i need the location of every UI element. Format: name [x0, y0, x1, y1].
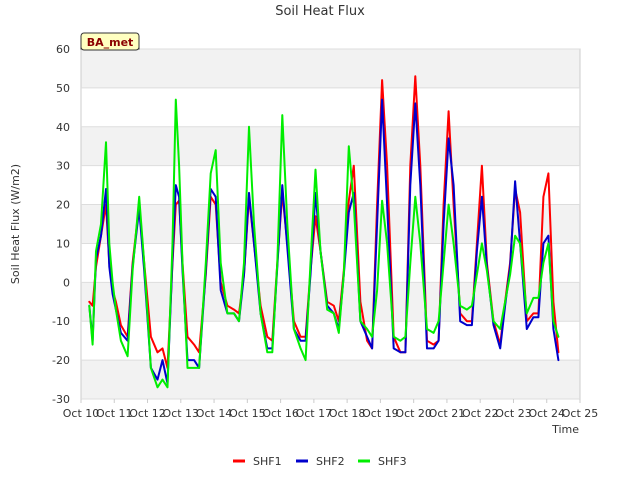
chart-title: Soil Heat Flux — [275, 4, 365, 19]
legend-label-shf2: SHF2 — [316, 455, 345, 468]
x-tick-label: Oct 13 — [163, 407, 200, 420]
series-lines — [88, 75, 560, 389]
x-tick-label: Oct 24 — [528, 407, 565, 420]
x-tick-label: Oct 23 — [495, 407, 532, 420]
x-tick-label: Oct 12 — [129, 407, 166, 420]
site-label-frame — [80, 32, 140, 51]
series-line-shf2 — [88, 98, 560, 385]
x-tick-label: Oct 15 — [229, 407, 266, 420]
legend-label-shf1: SHF1 — [253, 455, 282, 468]
x-tick-label: Oct 20 — [395, 407, 432, 420]
x-tick-label: Oct 10 — [63, 407, 100, 420]
y-tick-label: -20 — [52, 354, 70, 367]
y-axis-label: Soil Heat Flux (W/m2) — [9, 164, 22, 284]
plot-band — [81, 204, 580, 244]
x-tick-label: Oct 18 — [329, 407, 366, 420]
plot-bands — [81, 49, 580, 399]
gridlines — [81, 48, 580, 400]
y-tick-label: 30 — [56, 160, 70, 173]
series-line-shf3 — [88, 98, 560, 389]
series-line-shf1 — [88, 75, 560, 369]
site-label-box: BA_met — [80, 32, 140, 51]
plot-band — [81, 49, 580, 88]
x-tick-label: Oct 22 — [462, 407, 499, 420]
x-axis-label: Time — [551, 423, 579, 436]
y-tick-label: 0 — [63, 276, 70, 289]
y-tick-label: 10 — [56, 237, 70, 250]
x-tick-label: Oct 25 — [562, 407, 599, 420]
x-tick-label: Oct 17 — [296, 407, 333, 420]
y-tick-label: -10 — [52, 315, 70, 328]
y-tick-label: 40 — [56, 121, 70, 134]
plot-band — [81, 126, 580, 166]
legend-label-shf3: SHF3 — [378, 455, 407, 468]
plot-band — [81, 282, 580, 322]
x-tick-label: Oct 21 — [429, 407, 466, 420]
site-label: BA_met — [87, 36, 134, 49]
x-tick-label: Oct 16 — [262, 407, 299, 420]
legend: SHF1 SHF2 SHF3 — [233, 455, 407, 468]
y-tick-label: 60 — [56, 43, 70, 56]
y-axis: -30 -20 -10 0 10 20 30 40 50 60 — [52, 43, 70, 406]
y-tick-label: 20 — [56, 199, 70, 212]
y-tick-label: -30 — [52, 393, 70, 406]
x-tick-label: Oct 19 — [362, 407, 399, 420]
x-tick-label: Oct 11 — [96, 407, 133, 420]
y-tick-label: 50 — [56, 82, 70, 95]
x-tick-label: Oct 14 — [196, 407, 233, 420]
